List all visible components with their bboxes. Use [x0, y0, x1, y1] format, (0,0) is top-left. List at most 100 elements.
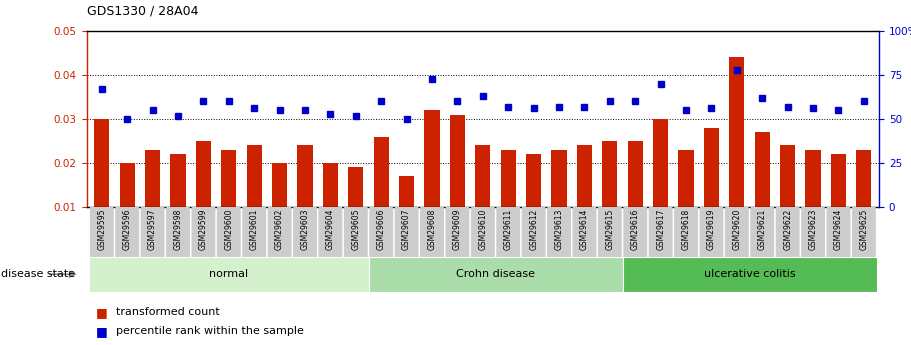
- Bar: [704, 128, 719, 251]
- Bar: [272, 163, 287, 251]
- Bar: [551, 150, 567, 251]
- Bar: [297, 146, 312, 251]
- FancyBboxPatch shape: [776, 207, 800, 276]
- FancyBboxPatch shape: [496, 207, 520, 276]
- Bar: [322, 163, 338, 251]
- Text: GSM29600: GSM29600: [224, 208, 233, 250]
- Text: Crohn disease: Crohn disease: [456, 269, 535, 279]
- FancyBboxPatch shape: [548, 207, 571, 276]
- FancyBboxPatch shape: [801, 207, 825, 276]
- Text: GSM29605: GSM29605: [352, 208, 361, 250]
- Text: GSM29615: GSM29615: [605, 208, 614, 250]
- Bar: [780, 146, 795, 251]
- Text: GSM29603: GSM29603: [301, 208, 310, 250]
- Text: GSM29598: GSM29598: [173, 208, 182, 250]
- FancyBboxPatch shape: [649, 207, 672, 276]
- Bar: [628, 141, 643, 251]
- FancyBboxPatch shape: [852, 207, 875, 276]
- Bar: [526, 154, 541, 251]
- Bar: [856, 150, 872, 251]
- FancyBboxPatch shape: [242, 207, 266, 276]
- FancyBboxPatch shape: [725, 207, 749, 276]
- Bar: [145, 150, 160, 251]
- Text: percentile rank within the sample: percentile rank within the sample: [116, 326, 303, 336]
- FancyBboxPatch shape: [751, 207, 774, 276]
- FancyBboxPatch shape: [89, 257, 369, 292]
- Text: GSM29606: GSM29606: [377, 208, 385, 250]
- FancyBboxPatch shape: [622, 257, 876, 292]
- Bar: [577, 146, 592, 251]
- Text: GSM29613: GSM29613: [555, 208, 564, 250]
- Bar: [754, 132, 770, 251]
- FancyBboxPatch shape: [191, 207, 215, 276]
- Text: GSM29617: GSM29617: [656, 208, 665, 250]
- FancyBboxPatch shape: [319, 207, 343, 276]
- FancyBboxPatch shape: [700, 207, 723, 276]
- Bar: [501, 150, 516, 251]
- FancyBboxPatch shape: [572, 207, 597, 276]
- Bar: [805, 150, 821, 251]
- Bar: [247, 146, 261, 251]
- FancyBboxPatch shape: [623, 207, 647, 276]
- Text: GSM29595: GSM29595: [97, 208, 107, 250]
- FancyBboxPatch shape: [140, 207, 165, 276]
- FancyBboxPatch shape: [166, 207, 189, 276]
- Text: GDS1330 / 28A04: GDS1330 / 28A04: [87, 4, 198, 17]
- FancyBboxPatch shape: [369, 257, 622, 292]
- FancyBboxPatch shape: [90, 207, 114, 276]
- Text: GSM29597: GSM29597: [148, 208, 157, 250]
- FancyBboxPatch shape: [268, 207, 292, 276]
- Text: disease state: disease state: [1, 269, 75, 279]
- Text: normal: normal: [210, 269, 249, 279]
- Bar: [425, 110, 440, 251]
- Text: GSM29625: GSM29625: [859, 208, 868, 250]
- FancyBboxPatch shape: [293, 207, 317, 276]
- FancyBboxPatch shape: [674, 207, 698, 276]
- Text: GSM29624: GSM29624: [834, 208, 843, 250]
- Text: GSM29619: GSM29619: [707, 208, 716, 250]
- Bar: [450, 115, 465, 251]
- Text: GSM29608: GSM29608: [427, 208, 436, 250]
- Text: transformed count: transformed count: [116, 307, 220, 317]
- FancyBboxPatch shape: [445, 207, 469, 276]
- FancyBboxPatch shape: [598, 207, 622, 276]
- FancyBboxPatch shape: [522, 207, 546, 276]
- Bar: [221, 150, 237, 251]
- Text: GSM29609: GSM29609: [453, 208, 462, 250]
- FancyBboxPatch shape: [471, 207, 495, 276]
- FancyBboxPatch shape: [826, 207, 850, 276]
- Text: ulcerative colitis: ulcerative colitis: [704, 269, 795, 279]
- FancyBboxPatch shape: [369, 207, 394, 276]
- Text: GSM29621: GSM29621: [758, 208, 767, 250]
- Bar: [348, 167, 363, 251]
- Bar: [374, 137, 389, 251]
- Bar: [476, 146, 490, 251]
- Bar: [170, 154, 186, 251]
- Text: GSM29623: GSM29623: [809, 208, 817, 250]
- Text: GSM29604: GSM29604: [326, 208, 335, 250]
- Text: GSM29601: GSM29601: [250, 208, 259, 250]
- FancyBboxPatch shape: [420, 207, 444, 276]
- FancyBboxPatch shape: [394, 207, 418, 276]
- Bar: [729, 57, 744, 251]
- Text: GSM29612: GSM29612: [529, 208, 538, 250]
- Text: GSM29602: GSM29602: [275, 208, 284, 250]
- Text: GSM29611: GSM29611: [504, 208, 513, 250]
- Text: GSM29622: GSM29622: [783, 208, 793, 250]
- Text: GSM29618: GSM29618: [681, 208, 691, 250]
- FancyBboxPatch shape: [343, 207, 368, 276]
- Text: GSM29596: GSM29596: [123, 208, 132, 250]
- Text: GSM29610: GSM29610: [478, 208, 487, 250]
- Text: GSM29614: GSM29614: [580, 208, 589, 250]
- Bar: [196, 141, 211, 251]
- FancyBboxPatch shape: [217, 207, 241, 276]
- Text: ■: ■: [96, 306, 107, 319]
- Text: GSM29607: GSM29607: [402, 208, 411, 250]
- FancyBboxPatch shape: [116, 207, 139, 276]
- Text: GSM29599: GSM29599: [199, 208, 208, 250]
- Bar: [399, 176, 415, 251]
- Bar: [831, 154, 846, 251]
- Bar: [653, 119, 669, 251]
- Text: GSM29616: GSM29616: [630, 208, 640, 250]
- Text: ■: ■: [96, 325, 107, 338]
